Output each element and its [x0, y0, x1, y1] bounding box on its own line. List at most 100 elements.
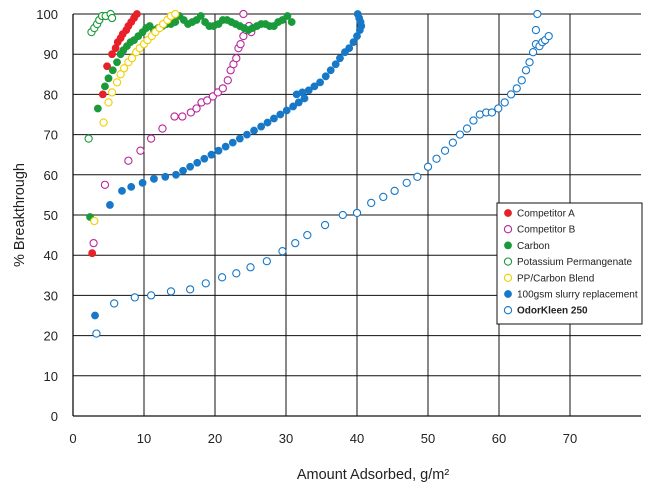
x-tick-label: 30 — [279, 431, 293, 446]
data-point — [130, 293, 139, 302]
series-pp-carbon-blend — [90, 9, 180, 226]
data-point — [218, 84, 227, 93]
y-tick-label: 40 — [44, 248, 58, 263]
data-point — [99, 118, 108, 127]
data-point — [214, 146, 223, 155]
data-point — [544, 31, 553, 41]
data-point — [304, 86, 313, 95]
y-tick-label: 90 — [44, 47, 58, 62]
legend-marker — [503, 306, 513, 315]
data-point — [100, 180, 110, 189]
legend-label: PP/Carbon Blend — [517, 273, 594, 284]
data-point — [171, 18, 180, 26]
data-point — [353, 10, 362, 18]
data-point — [283, 12, 292, 20]
x-tick-label: 70 — [563, 431, 577, 446]
data-point — [525, 58, 534, 67]
data-point — [132, 10, 141, 18]
data-point — [232, 54, 241, 63]
data-point — [119, 64, 129, 73]
data-point — [93, 104, 102, 113]
data-point — [316, 78, 324, 87]
data-point — [336, 54, 344, 63]
data-point — [352, 208, 362, 218]
legend-item: Carbon — [504, 241, 550, 252]
data-point — [239, 9, 248, 19]
data-point — [185, 285, 195, 294]
data-point — [116, 70, 125, 79]
data-point — [196, 12, 205, 20]
data-point — [84, 134, 93, 143]
data-point — [289, 102, 297, 111]
legend-label: Carbon — [517, 241, 550, 252]
x-tick-label: 40 — [350, 431, 364, 446]
data-point — [104, 74, 113, 83]
x-tick-label: 0 — [69, 431, 76, 446]
data-point — [487, 108, 497, 117]
data-point — [186, 108, 196, 117]
data-point — [402, 178, 411, 187]
data-point — [243, 130, 251, 139]
data-point — [282, 106, 291, 115]
legend-item: 100gsm slurry replacement — [504, 290, 638, 301]
data-point — [186, 162, 195, 171]
legend-label: OdorKleen 250 — [517, 306, 588, 317]
y-tick-label: 80 — [44, 87, 58, 102]
data-point — [338, 210, 347, 220]
y-tick-label: 0 — [51, 409, 58, 424]
y-tick-label: 10 — [44, 369, 58, 384]
x-tick-label: 60 — [492, 431, 506, 446]
data-point — [170, 112, 179, 121]
legend-marker — [503, 225, 513, 234]
data-point — [278, 247, 287, 256]
data-point — [127, 54, 137, 63]
data-point — [178, 112, 187, 121]
data-point — [506, 90, 516, 99]
x-tick-label: 20 — [208, 431, 222, 446]
data-point — [521, 66, 531, 75]
data-point — [203, 96, 212, 105]
data-point — [104, 98, 113, 107]
data-point — [150, 174, 158, 183]
legend-label: 100gsm slurry replacement — [517, 290, 638, 301]
data-point — [101, 82, 109, 91]
data-point — [310, 82, 319, 91]
data-point — [236, 40, 245, 49]
data-point — [166, 287, 176, 296]
series-potassium-permangenate — [84, 9, 117, 143]
y-tick-label: 30 — [44, 288, 58, 303]
data-point — [92, 329, 101, 338]
data-point — [106, 201, 114, 209]
y-tick-label: 70 — [44, 128, 58, 143]
data-point — [113, 58, 121, 67]
data-point — [171, 9, 180, 19]
data-point — [331, 60, 340, 69]
data-point — [250, 126, 258, 135]
x-tick-label: 10 — [137, 431, 151, 446]
data-point — [112, 78, 122, 87]
data-point — [528, 48, 538, 57]
data-point — [379, 192, 388, 202]
legend-marker — [504, 241, 512, 250]
data-point — [193, 158, 202, 167]
legend-label: Potassium Permangenate — [517, 257, 633, 268]
data-point — [345, 44, 354, 53]
data-point — [200, 154, 209, 163]
y-tick-label: 100 — [36, 7, 58, 22]
data-point — [413, 172, 422, 181]
data-point — [172, 170, 180, 179]
data-point — [321, 72, 330, 81]
data-point — [349, 38, 358, 47]
data-point — [232, 269, 241, 278]
data-point — [298, 88, 307, 97]
data-point — [108, 50, 116, 59]
data-point — [192, 104, 201, 113]
legend-item: Competitor B — [503, 225, 576, 236]
data-point — [235, 134, 244, 143]
data-point — [320, 220, 330, 230]
y-tick-label: 50 — [44, 208, 58, 223]
y-tick-label: 20 — [44, 329, 58, 344]
data-point — [223, 76, 232, 85]
data-point — [136, 146, 145, 155]
